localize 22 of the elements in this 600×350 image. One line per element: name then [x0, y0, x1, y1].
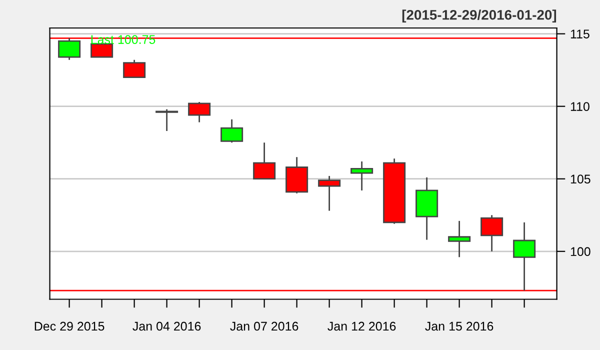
candlestick [480, 214, 504, 252]
x-tick-label: Dec 29 2015 [34, 322, 104, 331]
y-tick-label: 105 [570, 174, 590, 184]
candlestick [156, 108, 178, 132]
y-tick-label: 115 [570, 30, 590, 38]
candlestick [318, 175, 341, 212]
candlestick [220, 118, 244, 144]
x-tick-label: Jan 04 2016 [132, 322, 201, 331]
candlestick [350, 160, 374, 192]
x-tick-label: Jan 15 2016 [425, 322, 494, 331]
candlestick [513, 222, 536, 292]
candlestick [90, 43, 114, 58]
chart-title: [2015-12-29/2016-01-20] [402, 10, 556, 23]
x-tick-label: Jan 07 2016 [230, 322, 298, 331]
candlestick [188, 101, 211, 123]
candlestick [448, 220, 471, 258]
x-tick-label: Jan 12 2016 [328, 322, 396, 331]
candlestick [58, 37, 81, 61]
candlestick [253, 142, 276, 180]
y-tick-label: 100 [570, 247, 590, 256]
candlestick [123, 59, 146, 78]
y-tick-label: 110 [570, 102, 590, 111]
